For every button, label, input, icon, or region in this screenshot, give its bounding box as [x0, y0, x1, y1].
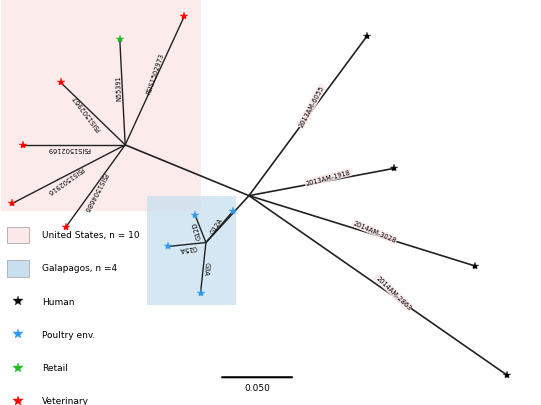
- Text: Poultry env.: Poultry env.: [42, 330, 95, 339]
- Text: Human: Human: [42, 297, 74, 306]
- Text: 2014AM-2863: 2014AM-2863: [374, 275, 412, 311]
- Text: G15A: G15A: [178, 243, 197, 252]
- Text: Retail: Retail: [42, 363, 68, 372]
- Text: Galapagos, n =4: Galapagos, n =4: [42, 264, 117, 273]
- Text: 0.050: 0.050: [244, 383, 270, 392]
- Text: Veterinary: Veterinary: [42, 396, 89, 405]
- Text: 2013AM-6055: 2013AM-6055: [298, 85, 325, 129]
- Text: G12A: G12A: [209, 217, 224, 235]
- Text: 2014AM-3028: 2014AM-3028: [352, 220, 397, 244]
- Text: N55391: N55391: [116, 75, 123, 101]
- FancyBboxPatch shape: [2, 1, 201, 212]
- Text: FSIS1502967: FSIS1502967: [72, 94, 103, 132]
- Text: 2013AM-1918: 2013AM-1918: [305, 170, 351, 187]
- FancyBboxPatch shape: [147, 196, 235, 305]
- Text: G12D: G12D: [192, 220, 203, 240]
- Text: FSIS1502169: FSIS1502169: [48, 145, 90, 151]
- Text: FSIS1502916: FSIS1502916: [45, 165, 84, 195]
- FancyBboxPatch shape: [7, 227, 29, 244]
- Text: G3A: G3A: [203, 261, 210, 275]
- Text: FSIS1504686: FSIS1504686: [83, 171, 108, 213]
- Text: United States, n = 10: United States, n = 10: [42, 230, 140, 240]
- Text: FSIS1502973: FSIS1502973: [145, 53, 164, 95]
- FancyBboxPatch shape: [7, 260, 29, 277]
